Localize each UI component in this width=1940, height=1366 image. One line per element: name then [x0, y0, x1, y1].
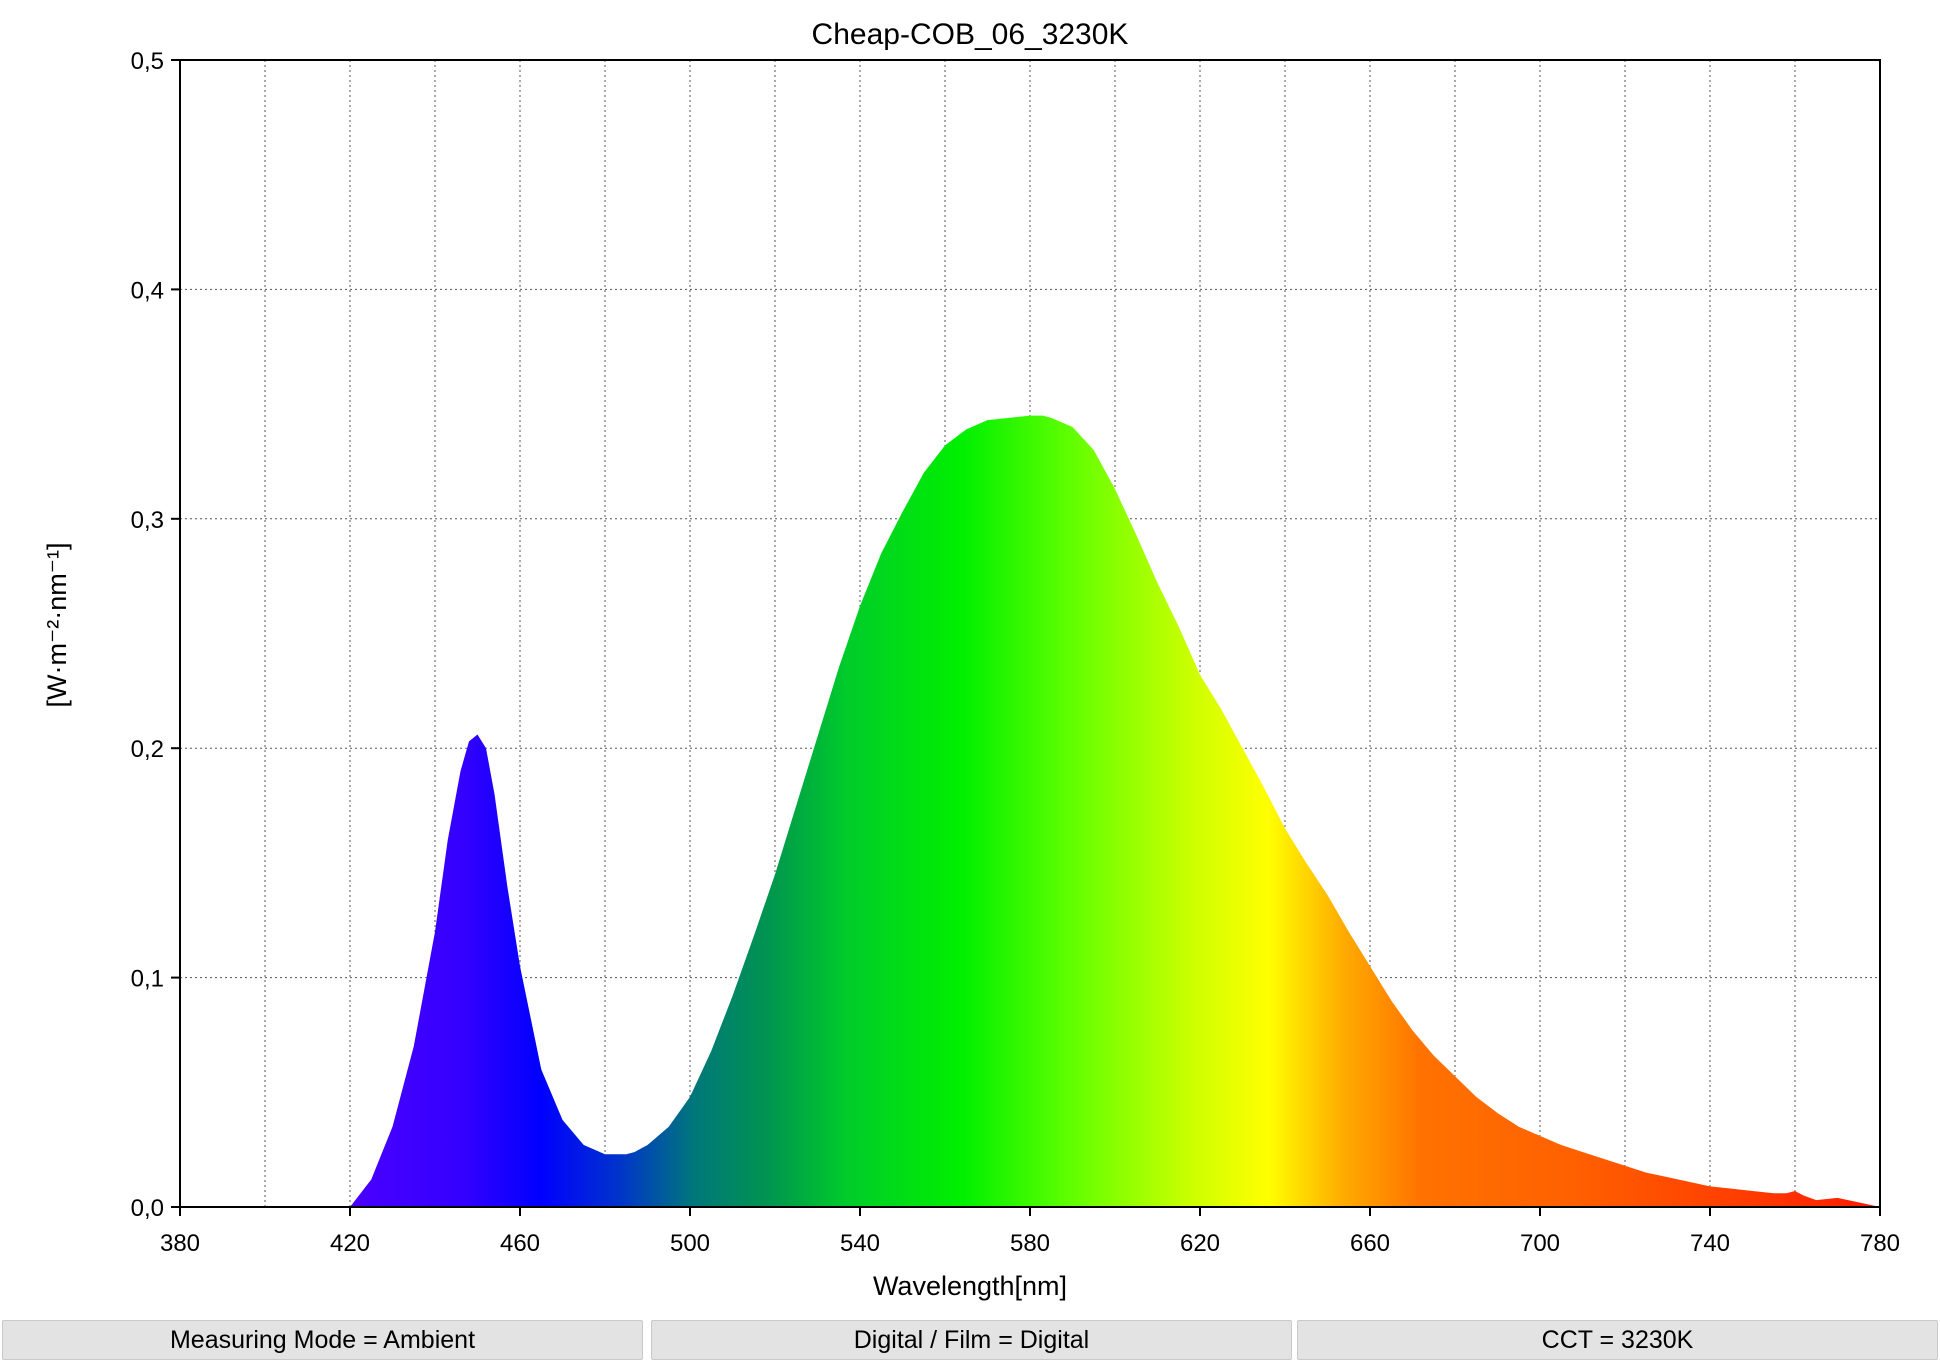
chart-title: Cheap-COB_06_3230K [812, 18, 1129, 51]
y-axis-label: [W·m⁻²·nm⁻¹] [42, 543, 72, 708]
y-tick-label: 0,3 [131, 507, 164, 534]
measuring-mode-label: Measuring Mode = Ambient [169, 1325, 476, 1354]
y-tick-label: 0,0 [131, 1195, 164, 1222]
y-tick-label: 0,1 [131, 966, 164, 993]
x-tick-label: 380 [160, 1230, 200, 1257]
spectrum-chart: Cheap-COB_06_3230K 380 420 460 500 540 580 620… [42, 18, 1900, 1301]
x-tick-label: 780 [1860, 1230, 1900, 1257]
y-tick-label: 0,4 [131, 277, 164, 304]
digital-film-label: Digital / Film = Digital [853, 1325, 1090, 1354]
x-axis-label: Wavelength[nm] [873, 1271, 1067, 1301]
x-tick-label: 660 [1350, 1230, 1390, 1257]
measuring-mode-status: Measuring Mode = Ambient [2, 1320, 643, 1360]
axis-ticks: 380 420 460 500 540 580 620 660 700 740 780 0,0 0,1 0… [131, 48, 1900, 1257]
x-tick-label: 460 [500, 1230, 540, 1257]
y-tick-label: 0,5 [131, 48, 164, 75]
x-tick-label: 620 [1180, 1230, 1220, 1257]
y-tick-label: 0,2 [131, 736, 164, 763]
digital-film-status: Digital / Film = Digital [651, 1320, 1292, 1360]
x-tick-label: 540 [840, 1230, 880, 1257]
x-tick-label: 500 [670, 1230, 710, 1257]
status-bar: Measuring Mode = Ambient Digital / Film … [0, 1320, 1940, 1366]
x-tick-label: 740 [1690, 1230, 1730, 1257]
x-tick-label: 700 [1520, 1230, 1560, 1257]
x-tick-label: 580 [1010, 1230, 1050, 1257]
cct-status: CCT = 3230K [1297, 1320, 1938, 1360]
spectrum-area [350, 415, 1880, 1207]
cct-label: CCT = 3230K [1541, 1325, 1694, 1354]
x-tick-label: 420 [330, 1230, 370, 1257]
